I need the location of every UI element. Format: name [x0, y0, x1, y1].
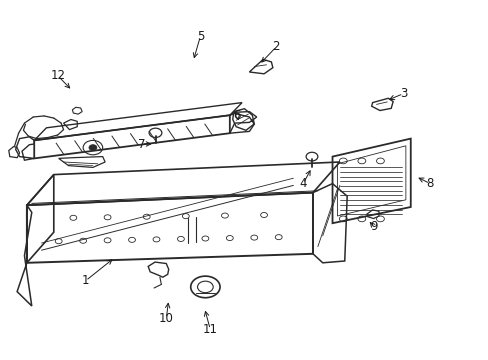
Text: 7: 7 — [138, 138, 145, 150]
Text: 6: 6 — [233, 109, 241, 122]
Text: 4: 4 — [299, 177, 306, 190]
Text: 8: 8 — [426, 177, 433, 190]
Text: 5: 5 — [196, 30, 204, 42]
Text: 1: 1 — [81, 274, 89, 287]
Text: 2: 2 — [272, 40, 280, 53]
Text: 10: 10 — [159, 312, 173, 325]
Text: 12: 12 — [50, 69, 65, 82]
Text: 9: 9 — [369, 220, 377, 233]
Text: 3: 3 — [399, 87, 407, 100]
Text: 11: 11 — [203, 323, 217, 336]
Circle shape — [89, 145, 97, 150]
